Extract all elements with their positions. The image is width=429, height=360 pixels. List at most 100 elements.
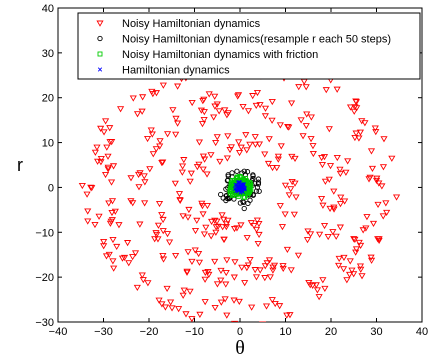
data-point [117,106,125,113]
data-point [375,180,383,187]
data-point [154,222,163,229]
data-point [372,129,380,136]
data-point [94,158,102,165]
data-point [255,141,264,148]
data-point [149,151,157,158]
data-point [302,84,310,91]
data-point [159,228,167,235]
data-point [203,202,211,210]
data-point [235,139,243,146]
data-point [250,173,256,179]
data-point [290,211,298,218]
data-point [367,148,376,155]
data-point [243,235,251,242]
data-point [133,111,142,118]
data-point [211,305,219,312]
data-point [243,147,251,154]
data-point [159,159,167,166]
data-point [218,212,226,219]
data-point [241,280,249,287]
data-point [183,269,191,276]
data-point [188,258,196,265]
data-point [287,186,295,193]
data-point [244,108,253,115]
x-tick-label: 40 [416,326,428,338]
data-point [106,220,114,227]
data-point [351,236,359,243]
data-point [178,169,186,176]
data-point [332,233,340,240]
data-point [176,197,184,205]
data-point [352,246,361,253]
data-point [172,115,180,122]
data-point [350,108,358,115]
data-point [223,257,231,264]
data-point [285,192,293,199]
data-point [210,114,218,121]
data-point [291,180,299,187]
data-point [283,246,291,253]
data-point [355,135,363,142]
data-point [125,260,133,267]
data-point [195,139,204,146]
data-point [144,280,152,287]
data-point [333,86,341,93]
data-point [214,223,222,230]
data-point [185,206,193,214]
series-3 [232,179,247,195]
data-point [388,155,396,162]
data-point [261,263,269,270]
data-point [138,272,146,279]
data-point [87,184,95,191]
data-point [281,211,289,218]
data-point [234,92,243,99]
data-point [273,165,281,172]
data-point [212,224,220,231]
data-point [223,112,231,119]
data-point [143,136,152,143]
data-point [256,267,264,274]
data-point [172,253,180,260]
data-point [231,179,237,185]
data-point [372,177,381,184]
data-point [329,229,337,236]
data-point [217,299,225,306]
data-point [197,107,205,114]
data-point [217,277,225,284]
data-point [199,98,207,105]
data-point [95,213,103,220]
data-point [218,191,224,198]
data-point [196,311,204,318]
data-point [281,182,290,189]
data-point [374,201,382,209]
data-point [207,233,215,240]
data-point [337,194,345,201]
y-tick-label: 10 [42,138,54,150]
y-tick-label: 40 [42,3,54,15]
data-point [252,226,261,233]
data-point [247,220,255,227]
data-point [109,258,117,265]
data-point [309,150,317,158]
data-point [222,270,230,277]
data-point [352,130,360,137]
data-point [247,189,253,195]
data-point [375,236,383,243]
data-point [201,276,209,283]
legend-label: Noisy Hamiltonian dynamics with friction [122,49,318,61]
data-point [325,176,333,183]
data-point [207,152,215,159]
data-point [163,131,172,138]
data-point [102,118,110,125]
data-point [350,236,358,243]
data-point [336,166,344,173]
data-point [199,211,207,218]
data-point [198,200,206,207]
data-point [307,231,315,238]
data-point [368,165,377,172]
data-point [198,121,207,128]
data-point [212,139,220,147]
data-point [199,153,208,160]
data-point [268,99,276,106]
data-point [356,129,365,136]
